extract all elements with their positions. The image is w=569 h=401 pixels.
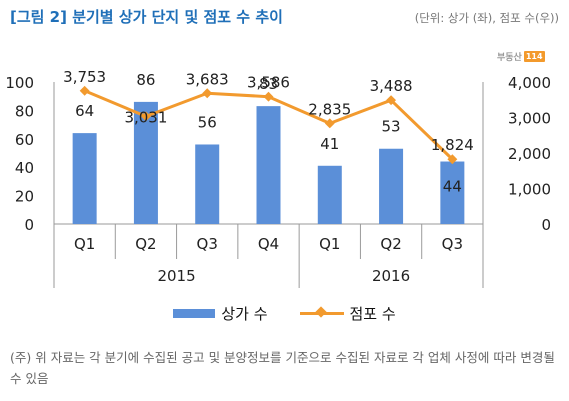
left-axis-tick-label: 100 — [5, 74, 34, 92]
line-marker — [447, 154, 458, 165]
category-label: Q2 — [380, 235, 401, 253]
line-marker — [324, 118, 335, 129]
right-axis-tick-label: 4,000 — [508, 74, 551, 92]
left-axis-tick-label: 80 — [15, 102, 34, 120]
line-marker — [140, 111, 151, 122]
legend-item-bars: 상가 수 — [173, 303, 268, 324]
footnote: (주) 위 자료는 각 분기에 수집된 공고 및 분양정보를 기준으로 수집된 … — [10, 350, 555, 386]
category-label: Q3 — [442, 235, 463, 253]
bar-value-label: 41 — [320, 135, 339, 153]
category-label: Q1 — [319, 235, 340, 253]
line-value-label: 3,488 — [370, 77, 413, 95]
left-axis-tick-label: 40 — [15, 159, 34, 177]
bar-value-label: 53 — [382, 118, 401, 136]
line-value-label: 2,835 — [308, 100, 351, 118]
chart-legend: 상가 수 점포 수 — [0, 303, 569, 324]
bar — [379, 148, 404, 224]
left-axis-tick-label: 20 — [15, 188, 34, 206]
bar — [72, 133, 97, 224]
line-marker — [79, 85, 90, 96]
left-axis-tick-label: 60 — [15, 131, 34, 149]
logo-text: 부동산 — [497, 52, 522, 63]
right-axis-tick-label: 0 — [541, 216, 551, 234]
right-axis-tick-label: 3,000 — [508, 110, 551, 128]
legend-line-swatch — [299, 312, 344, 315]
line-value-label: 3,031 — [124, 108, 167, 126]
legend-bar-swatch — [173, 309, 216, 318]
bar — [195, 144, 220, 224]
right-axis-tick-label: 1,000 — [508, 181, 551, 199]
right-axis-tick-label: 2,000 — [508, 145, 551, 163]
line-value-label: 3,683 — [186, 70, 229, 88]
bar-value-label: 44 — [443, 178, 462, 196]
category-label: Q3 — [197, 235, 218, 253]
line-marker — [202, 88, 213, 99]
category-label: Q2 — [135, 235, 156, 253]
line-value-label: 1,824 — [431, 136, 474, 154]
bar-value-label: 56 — [198, 113, 217, 131]
logo-badge: 114 — [523, 50, 545, 62]
left-axis-tick-label: 0 — [24, 216, 34, 234]
bar-value-label: 83 — [259, 75, 278, 93]
bar — [440, 161, 465, 224]
category-label: Q1 — [74, 235, 95, 253]
combo-chart: 0 20 40 60 80 100 0 1,000 2,000 3,000 4,000 64 86 56 8… — [5, 68, 551, 288]
bar-value-label: 86 — [136, 71, 155, 89]
line-marker — [263, 91, 274, 102]
line-value-label: 3,586 — [247, 74, 290, 92]
legend-label-bars: 상가 수 — [221, 305, 268, 323]
source-logo: 부동산 114 — [497, 48, 545, 64]
line-value-label: 3,753 — [63, 68, 106, 86]
legend-item-line: 점포 수 — [299, 303, 396, 324]
bar — [317, 165, 342, 224]
bar — [133, 101, 158, 224]
legend-label-line: 점포 수 — [349, 305, 396, 323]
category-label: Q4 — [258, 235, 279, 253]
year-label: 2016 — [372, 267, 410, 285]
chart-title: [그림 2] 분기별 상가 단지 및 점포 수 추이 — [10, 8, 283, 26]
bar — [256, 106, 281, 224]
bar-value-label: 64 — [75, 102, 94, 120]
unit-note: (단위: 상가 (좌), 점포 수(우)) — [414, 11, 559, 25]
year-label: 2015 — [157, 267, 195, 285]
